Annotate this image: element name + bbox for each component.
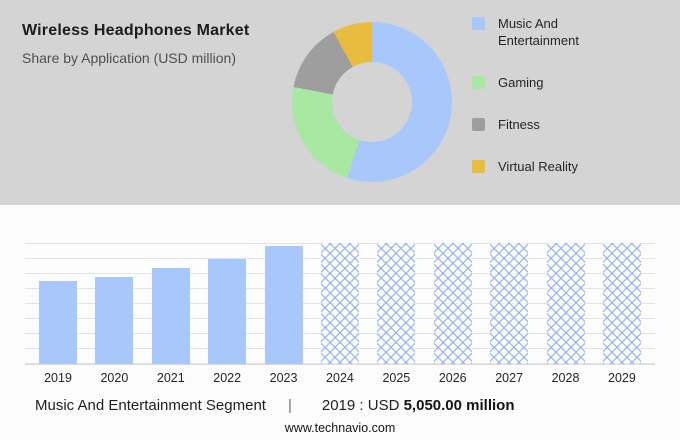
x-tick-2019: 2019 — [44, 371, 72, 385]
legend-item-music-and-entertainment: Music And Entertainment — [472, 16, 616, 50]
forecast-bar-2027 — [490, 243, 529, 364]
bar-chart-plot — [25, 243, 655, 365]
forecast-bar-2029 — [602, 243, 641, 364]
legend-label-music-and-entertainment: Music And Entertainment — [498, 16, 579, 48]
x-tick-2020: 2020 — [100, 371, 129, 385]
x-tick-2024: 2024 — [326, 371, 354, 385]
bar-chart-x-axis: 2019 2020 2021 2022 2023 2024 2025 2026 2027 2028… — [25, 371, 655, 385]
forecast-bar-2028 — [546, 243, 585, 364]
x-tick-2025: 2025 — [382, 371, 411, 385]
segment-summary-row: Music And Entertainment Segment | 2019 :… — [0, 397, 680, 414]
bar-slot-2028 — [546, 243, 585, 364]
bar-slot-2020 — [95, 243, 134, 364]
segment-label: Music And Entertainment Segment — [35, 397, 266, 414]
bar-2023 — [264, 246, 303, 364]
bar-slot-2021 — [151, 243, 190, 364]
forecast-bar-2025 — [377, 243, 416, 364]
header: Wireless Headphones Market Share by Appl… — [22, 22, 272, 66]
x-tick-2021: 2021 — [156, 371, 185, 385]
forecast-bar-2024 — [320, 243, 359, 364]
legend-label-fitness: Fitness — [498, 116, 540, 132]
bar-2019 — [39, 281, 77, 364]
x-tick-2029: 2029 — [608, 371, 636, 385]
legend-item-gaming: Gaming — [472, 75, 616, 92]
page-subtitle: Share by Application (USD million) — [22, 50, 236, 66]
segment-stat-value: 5,050.00 million — [403, 397, 515, 414]
bar-slot-2019 — [39, 243, 77, 364]
bar-slot-2024 — [320, 243, 359, 364]
bar-slot-2023 — [264, 243, 303, 364]
website-link: www.technavio.com — [284, 421, 396, 435]
legend-label-gaming: Gaming — [498, 74, 544, 90]
legend-swatch-music-and-entertainment — [472, 17, 485, 30]
page-title: Wireless Headphones Market — [22, 22, 250, 39]
summary-panel: Wireless Headphones Market Share by Appl… — [0, 0, 680, 205]
donut-chart — [292, 22, 452, 182]
x-tick-2027: 2027 — [495, 371, 524, 385]
legend-item-virtual-reality: Virtual Reality — [472, 159, 616, 176]
segment-stat: 2019 : USD 5,050.00 million — [322, 397, 515, 414]
legend-swatch-gaming — [472, 75, 485, 89]
bar-2022 — [208, 259, 247, 364]
donut-hole — [332, 62, 412, 142]
segment-separator: | — [287, 397, 292, 414]
bar-slot-2026 — [433, 243, 472, 364]
forecast-bar-2026 — [433, 243, 472, 364]
bar-2020 — [95, 277, 134, 364]
x-tick-2022: 2022 — [213, 371, 242, 385]
segment-stat-prefix: 2019 : USD — [321, 397, 404, 414]
x-tick-2023: 2023 — [269, 371, 298, 385]
chart-legend: Music And Entertainment Gaming Fitness Virt… — [472, 16, 616, 175]
x-tick-2026: 2026 — [438, 371, 467, 385]
legend-swatch-virtual-reality — [472, 159, 485, 173]
bar-chart-panel: 2019 2020 2021 2022 2023 2024 2025 2026 2027 2028… — [0, 205, 680, 440]
legend-label-virtual-reality: Virtual Reality — [498, 158, 578, 174]
legend-swatch-fitness — [472, 117, 485, 131]
x-tick-2028: 2028 — [551, 371, 580, 385]
bar-slot-2029 — [602, 243, 641, 364]
bar-2021 — [151, 267, 190, 364]
bar-slot-2025 — [377, 243, 416, 364]
bar-slot-2022 — [208, 243, 247, 364]
bar-slot-2027 — [490, 243, 529, 364]
legend-item-fitness: Fitness — [472, 117, 616, 134]
